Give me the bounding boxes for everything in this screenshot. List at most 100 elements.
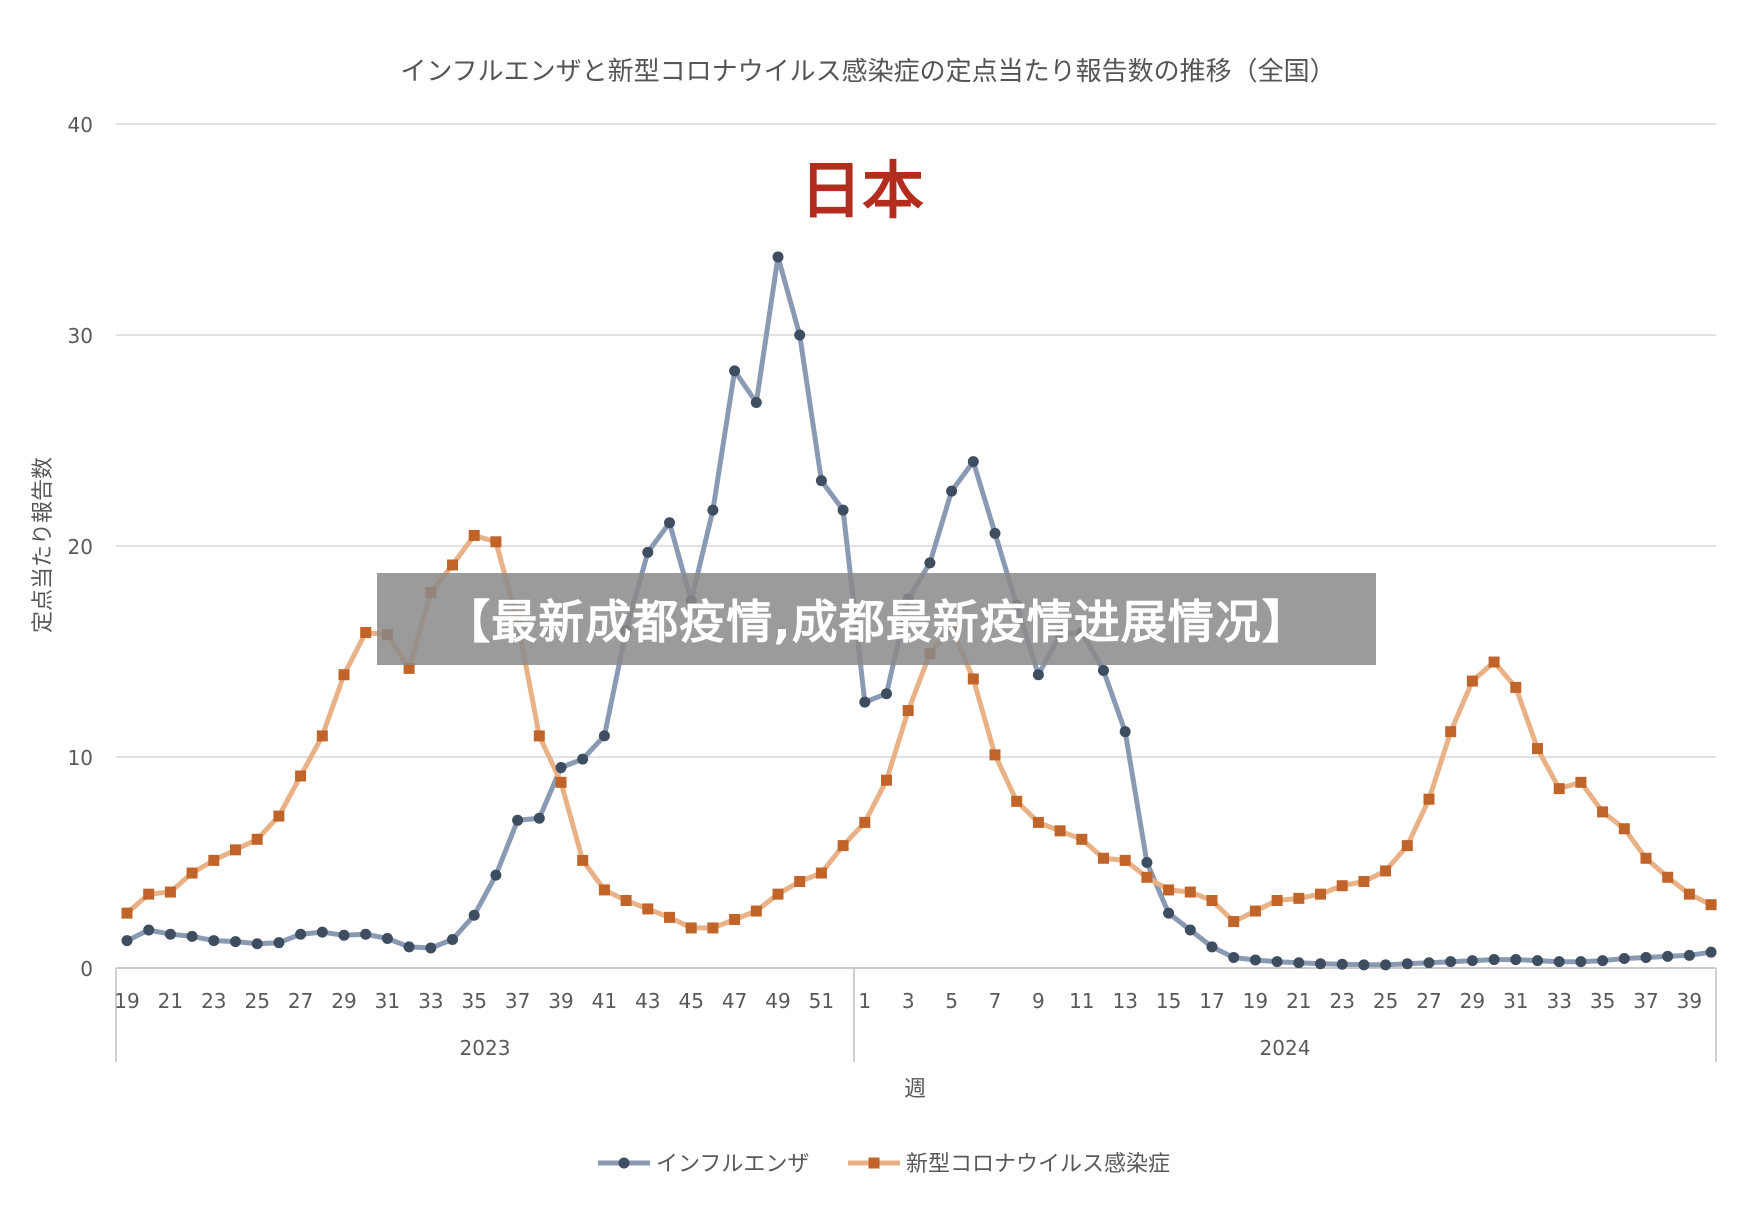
data-point [1532, 955, 1543, 967]
chart-title: インフルエンザと新型コロナウイルス感染症の定点当たり報告数の推移（全国） [400, 57, 1335, 87]
data-point [1380, 959, 1392, 971]
data-point [1640, 951, 1652, 963]
x-tick-label: 15 [1156, 989, 1181, 1013]
data-point [1011, 795, 1023, 807]
data-point [1315, 888, 1326, 900]
data-point [1358, 959, 1370, 971]
data-point [273, 810, 285, 822]
data-point [1271, 956, 1283, 968]
data-point [1597, 955, 1609, 967]
x-tick-label: 29 [1460, 989, 1485, 1013]
x-tick-label: 23 [1329, 989, 1354, 1013]
data-point [967, 456, 979, 468]
data-point [1206, 894, 1218, 906]
data-point [468, 529, 480, 541]
x-tick-label: 3 [902, 989, 915, 1013]
data-point [859, 696, 871, 708]
data-point [1141, 857, 1153, 868]
data-point [186, 930, 198, 942]
data-point [1380, 865, 1392, 877]
data-point [164, 886, 176, 898]
legend-swatch-marker [868, 1157, 880, 1169]
data-point [1532, 743, 1543, 755]
data-point [1423, 793, 1435, 805]
x-tick-label: 41 [592, 989, 617, 1013]
data-point [946, 485, 958, 497]
data-point [1032, 816, 1044, 828]
data-point [121, 907, 133, 919]
data-point [1098, 852, 1109, 864]
data-point [1575, 956, 1587, 968]
data-point [338, 669, 350, 681]
x-tick-label: 7 [989, 989, 1002, 1013]
data-point [989, 749, 1001, 761]
x-tick-label: 39 [1677, 989, 1702, 1013]
series-markers [121, 251, 1717, 971]
x-tick-label: 1 [858, 989, 871, 1013]
data-point [989, 527, 1001, 539]
data-point [1662, 871, 1674, 883]
x-tick-label: 21 [1286, 989, 1311, 1013]
legend-label: 新型コロナウイルス感染症 [906, 1152, 1170, 1177]
legend: インフルエンザ 新型コロナウイルス感染症 [598, 1152, 1170, 1177]
data-point [1141, 871, 1153, 883]
x-tick-label: 37 [505, 989, 530, 1013]
x-tick-label: 5 [945, 989, 958, 1013]
x-tick-label: 13 [1112, 989, 1137, 1013]
data-point [685, 922, 697, 934]
data-point [447, 559, 458, 571]
x-tick-label: 25 [244, 989, 269, 1013]
banner-text: 【最新成都疫情,成都最新疫情进展情况】 [444, 595, 1309, 649]
data-point [208, 854, 220, 866]
data-point [924, 557, 936, 569]
data-point [1488, 954, 1500, 966]
data-point [881, 688, 892, 700]
x-tick-label: 43 [635, 989, 660, 1013]
data-point [837, 840, 849, 852]
data-point [1705, 946, 1717, 958]
y-axis-ticks: 0 10 20 30 40 [68, 113, 93, 981]
data-point [295, 928, 307, 940]
grid-lines [116, 123, 1716, 969]
x-tick-label: 17 [1199, 989, 1224, 1013]
data-point [555, 762, 567, 774]
data-point [468, 909, 480, 921]
data-point [1662, 950, 1674, 962]
legend-label: インフルエンザ [656, 1152, 809, 1177]
data-point [1184, 886, 1196, 898]
data-point [447, 934, 458, 946]
data-point [815, 475, 827, 487]
data-point [1076, 833, 1088, 845]
data-point [815, 867, 827, 879]
x-tick-label: 27 [288, 989, 313, 1013]
data-point [664, 517, 675, 529]
data-point [772, 888, 784, 900]
data-point [1640, 852, 1652, 864]
data-point [1510, 681, 1522, 693]
data-point [1271, 894, 1283, 906]
data-point [1163, 907, 1175, 919]
data-point [664, 911, 675, 923]
data-point [164, 928, 176, 940]
x-tick-label: 33 [418, 989, 443, 1013]
data-point [251, 833, 263, 845]
data-point [1228, 916, 1240, 928]
data-point [273, 937, 285, 949]
data-point [1098, 664, 1109, 676]
data-point [1553, 956, 1565, 968]
y-tick-label: 10 [68, 746, 93, 770]
data-point [707, 922, 719, 934]
data-point [750, 905, 762, 917]
data-point [1249, 905, 1261, 917]
data-point [642, 903, 654, 915]
data-point [1119, 854, 1131, 866]
data-point [772, 251, 784, 263]
x-tick-label: 35 [461, 989, 486, 1013]
data-point [1575, 776, 1587, 788]
data-point [837, 504, 849, 516]
data-point [490, 536, 502, 548]
data-point [1618, 823, 1630, 835]
data-point [1228, 951, 1240, 963]
data-point [1510, 954, 1522, 966]
x-tick-label: 27 [1416, 989, 1441, 1013]
